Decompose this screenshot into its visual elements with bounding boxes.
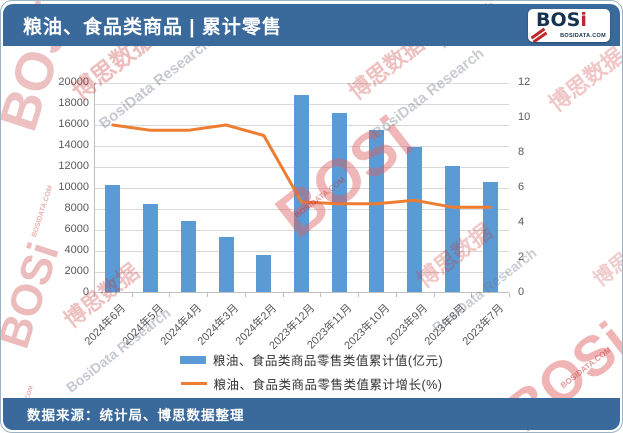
legend-item-line-series: 粮油、食品类商品零售类值累计增长(%) (180, 374, 443, 393)
y-axis-label-left: 14000 (58, 139, 89, 151)
bar-2023年9月 (407, 146, 423, 292)
bar-series-swatch-icon (179, 355, 206, 364)
growth-line (111, 123, 492, 209)
y-axis-label-right: 4 (518, 216, 525, 228)
line-series-swatch-icon (180, 382, 207, 385)
y-axis-label-right: 6 (518, 181, 525, 193)
bar-2023年12月 (294, 94, 309, 292)
y-axis-label-right: 10 (518, 111, 531, 123)
axis-tick (94, 293, 95, 297)
axis-tick (207, 293, 209, 297)
bar-2023年10月 (369, 129, 385, 292)
y-axis-label-left: 12000 (58, 160, 89, 172)
chart-legend: 粮油、食品类商品零售类值累计值(亿元) 粮油、食品类商品零售类值累计增长(%) (1, 350, 622, 393)
watermark-cn: 博思 (589, 249, 623, 292)
y-axis-label-left: 16000 (58, 118, 89, 130)
y-axis-label-right: 2 (518, 251, 525, 263)
x-axis-line (94, 292, 509, 293)
y-axis-label-left: 8000 (64, 202, 89, 214)
axis-tick (509, 293, 510, 297)
y-axis-label-left: 20000 (58, 76, 89, 88)
y-axis-label-left: 6000 (64, 223, 89, 235)
axis-tick (282, 293, 284, 297)
bosi-logo: BOSi BOSIDATA.COM (528, 9, 610, 42)
bar-2023年8月 (444, 165, 460, 292)
header-bar: 粮油、食品类商品 | 累计零售 BOSi BOSIDATA.COM (3, 4, 620, 46)
y-axis-label-right: 0 (518, 286, 525, 298)
axis-tick (131, 293, 133, 297)
axis-tick (471, 293, 473, 297)
bosi-logo-text: BOSi (536, 9, 587, 31)
y-axis-label-left: 18000 (58, 97, 89, 109)
y-axis-label-right: 12 (518, 76, 531, 88)
y-axis-label-left: 0 (82, 286, 89, 298)
watermark-cn: 博思数据 (544, 42, 623, 117)
y-axis-label-right: 8 (518, 146, 525, 158)
bar-2024年4月 (180, 221, 196, 292)
y-axis-line (94, 83, 95, 293)
axis-tick (244, 293, 246, 297)
bar-2024年5月 (143, 204, 159, 292)
footer-bar: 数据来源：统计局、博思数据整理 (3, 398, 620, 430)
chart-plot-area (94, 83, 510, 297)
bar-2024年6月 (105, 184, 121, 292)
axis-tick (169, 293, 171, 297)
gridline (94, 83, 509, 84)
bar-2023年7月 (482, 182, 498, 292)
y-axis-label-left: 10000 (58, 181, 89, 193)
axis-tick (433, 293, 435, 297)
bar-2024年3月 (218, 236, 234, 292)
page-title: 粮油、食品类商品 | 累计零售 (23, 16, 282, 38)
y-axis-label-left: 2000 (64, 265, 89, 277)
legend-label-bar-series: 粮油、食品类商品零售类值累计值(亿元) (212, 354, 444, 368)
axis-tick (320, 293, 322, 297)
growth-line-path (111, 123, 492, 209)
y-axis-label-left: 4000 (64, 244, 89, 256)
legend-label-line-series: 粮油、食品类商品零售类值累计增长(%) (213, 378, 443, 392)
bar-2024年2月 (256, 254, 272, 292)
axis-tick (358, 293, 360, 297)
bosi-logo-site: BOSIDATA.COM (560, 33, 606, 39)
axis-tick (395, 293, 397, 297)
data-source-text: 数据来源：统计局、博思数据整理 (27, 408, 245, 423)
legend-item-bar-series: 粮油、食品类商品零售类值累计值(亿元) (179, 350, 444, 369)
